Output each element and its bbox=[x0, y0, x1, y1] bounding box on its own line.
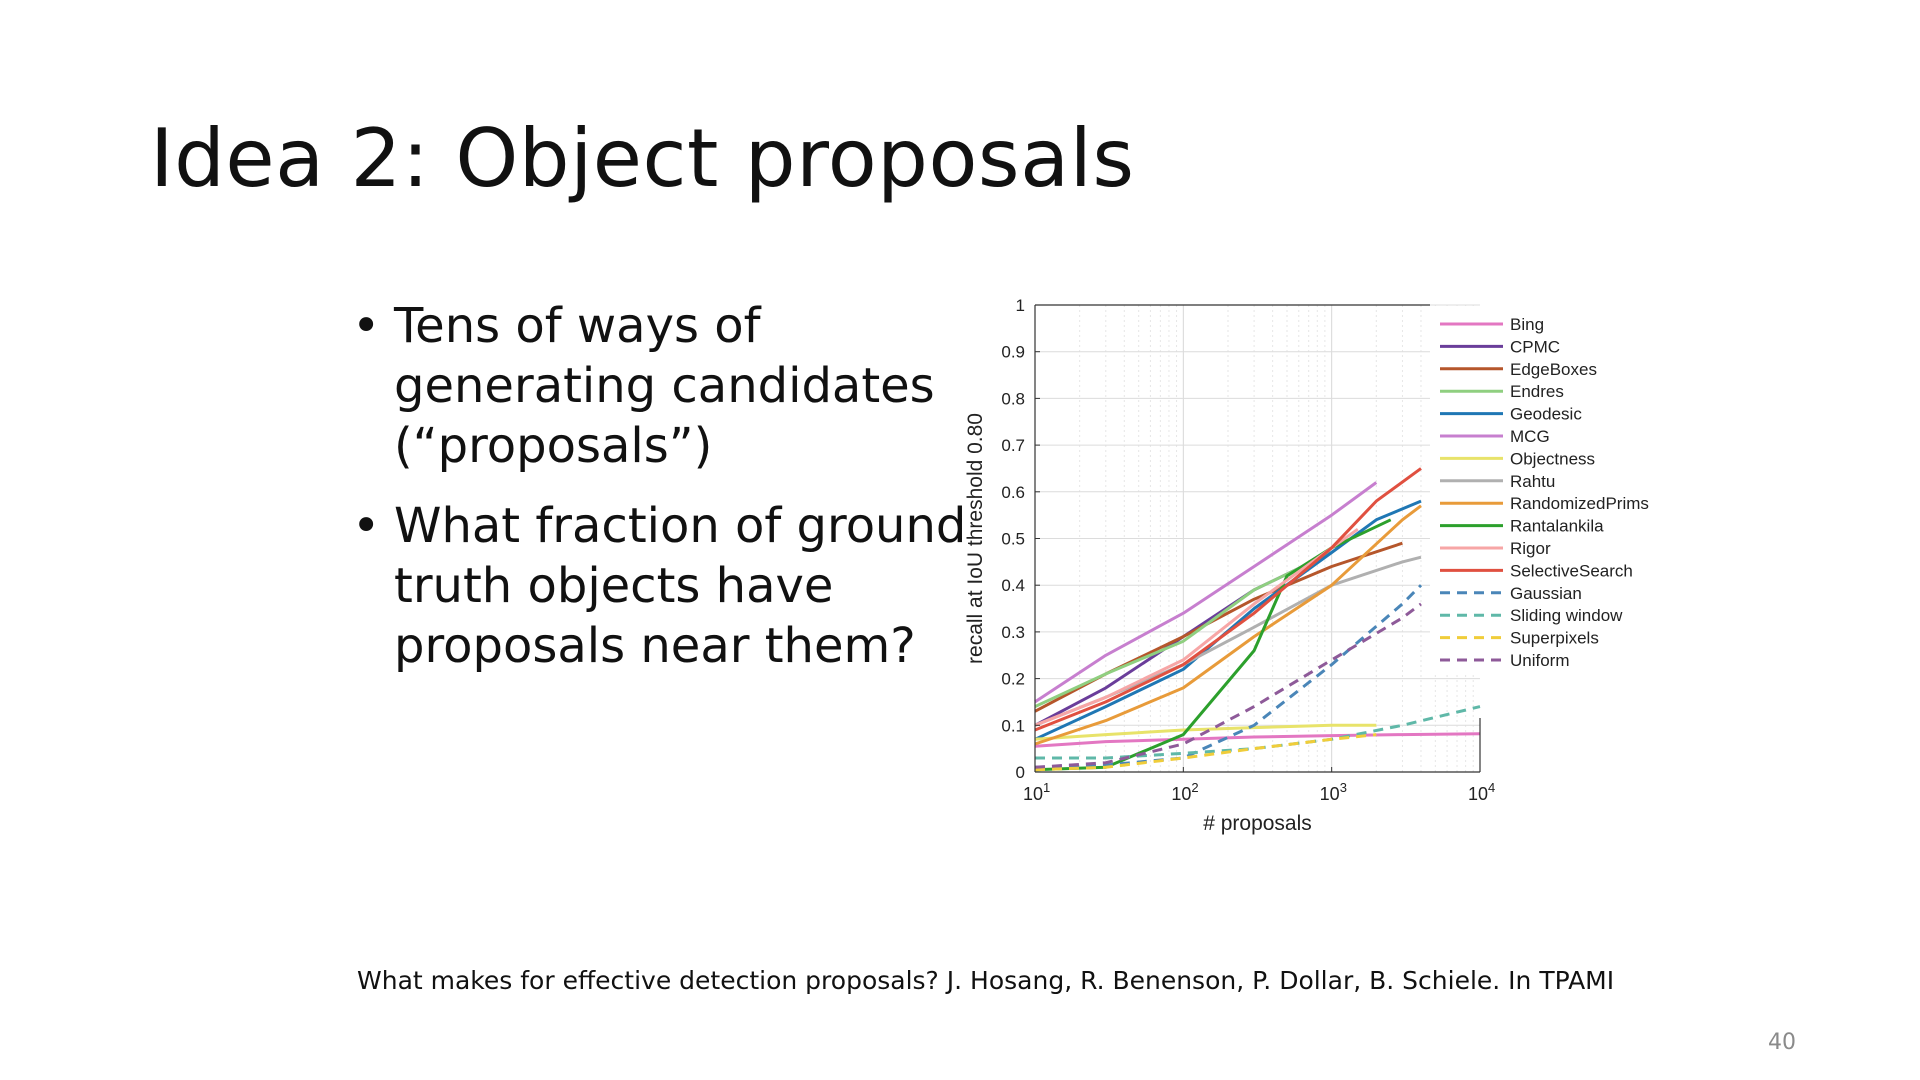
series-line bbox=[1034, 481, 1378, 704]
y-tick-label: 0.3 bbox=[1001, 623, 1025, 642]
citation: What makes for effective detection propo… bbox=[357, 966, 1615, 995]
legend-label: Uniform bbox=[1510, 651, 1570, 670]
bullet-text: What fraction of ground truth objects ha… bbox=[394, 498, 967, 674]
series-line bbox=[1034, 541, 1403, 713]
legend-label: CPMC bbox=[1510, 337, 1560, 356]
bullet-icon: • bbox=[352, 498, 381, 554]
y-tick-label: 0.5 bbox=[1001, 530, 1025, 549]
legend-label: Bing bbox=[1510, 315, 1544, 334]
bullet-item: • What fraction of ground truth objects … bbox=[352, 496, 972, 676]
legend-label: EdgeBoxes bbox=[1510, 360, 1597, 379]
y-tick-label: 0.4 bbox=[1001, 576, 1025, 595]
legend-label: Objectness bbox=[1510, 449, 1595, 468]
legend-label: Rahtu bbox=[1510, 472, 1555, 491]
legend-label: Gaussian bbox=[1510, 584, 1582, 603]
bullet-text: Tens of ways of generating candidates (“… bbox=[394, 298, 935, 474]
y-tick-label: 0.1 bbox=[1001, 716, 1025, 735]
series-line bbox=[1034, 732, 1481, 748]
bullet-list: • Tens of ways of generating candidates … bbox=[352, 296, 972, 696]
series-line bbox=[1034, 584, 1423, 769]
y-axis-label: recall at IoU threshold 0.80 bbox=[964, 413, 987, 664]
legend-label: RandomizedPrims bbox=[1510, 494, 1649, 513]
recall-chart: Bing CPMC EdgeBoxes Endres Geodesic MCG Object… bbox=[964, 296, 1665, 835]
series-line bbox=[1035, 705, 1481, 760]
page-number: 40 bbox=[1768, 1030, 1796, 1055]
series-lines bbox=[1034, 467, 1481, 772]
legend: Bing CPMC EdgeBoxes Endres Geodesic MCG Object… bbox=[1440, 315, 1649, 670]
x-tick-label: 101 bbox=[1023, 780, 1050, 804]
legend-label: SelectiveSearch bbox=[1510, 561, 1633, 580]
x-tick-label: 103 bbox=[1320, 780, 1347, 804]
y-tick-label: 0 bbox=[1016, 763, 1025, 782]
series-line bbox=[1034, 551, 1333, 708]
legend-label: Rigor bbox=[1510, 539, 1551, 558]
x-tick-label: 102 bbox=[1171, 780, 1198, 804]
bullet-item: • Tens of ways of generating candidates … bbox=[352, 296, 972, 476]
axes: 0 0.1 0.2 0.3 0.4 0.5 0.6 0.7 0.8 0.9 1 101 102 103 10… bbox=[1001, 296, 1495, 804]
legend-label: Geodesic bbox=[1510, 405, 1582, 424]
y-tick-label: 0.6 bbox=[1001, 483, 1025, 502]
legend-label: Superpixels bbox=[1510, 629, 1599, 648]
slide-title: Idea 2: Object proposals bbox=[150, 112, 1135, 205]
legend-label: MCG bbox=[1510, 427, 1550, 446]
legend-label: Rantalankila bbox=[1510, 517, 1604, 536]
series-line bbox=[1034, 499, 1422, 741]
y-tick-label: 0.9 bbox=[1001, 343, 1025, 362]
series-line bbox=[1034, 723, 1377, 741]
legend-label: Endres bbox=[1510, 382, 1564, 401]
series-line bbox=[1034, 602, 1422, 769]
x-axis-label: # proposals bbox=[1203, 812, 1312, 835]
legend-label: Sliding window bbox=[1510, 606, 1623, 625]
series-line bbox=[1034, 733, 1377, 772]
y-tick-label: 1 bbox=[1016, 296, 1025, 315]
y-tick-label: 0.8 bbox=[1001, 389, 1025, 408]
x-tick-label: 104 bbox=[1468, 780, 1495, 804]
series-line bbox=[1034, 504, 1422, 746]
y-tick-label: 0.2 bbox=[1001, 670, 1025, 689]
series-line bbox=[1034, 467, 1422, 732]
y-tick-label: 0.7 bbox=[1001, 436, 1025, 455]
bullet-icon: • bbox=[352, 298, 381, 354]
